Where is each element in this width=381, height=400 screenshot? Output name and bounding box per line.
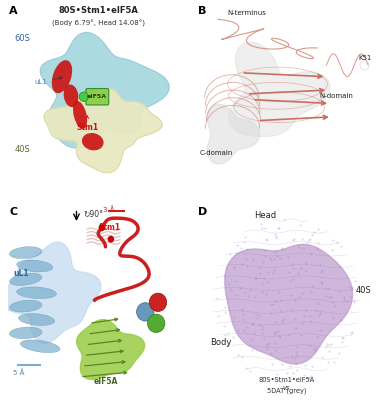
- Text: (Body 6.79°, Head 14.08°): (Body 6.79°, Head 14.08°): [52, 19, 145, 26]
- Circle shape: [149, 293, 166, 312]
- Text: C: C: [10, 207, 18, 217]
- Text: Body: Body: [211, 338, 232, 347]
- Circle shape: [99, 224, 105, 231]
- Polygon shape: [229, 42, 330, 136]
- Circle shape: [137, 303, 154, 321]
- Text: eIF5A: eIF5A: [87, 94, 107, 99]
- Circle shape: [147, 314, 165, 332]
- Text: uL1: uL1: [35, 77, 62, 85]
- Text: eIF5A: eIF5A: [93, 378, 118, 386]
- Polygon shape: [44, 88, 162, 173]
- Ellipse shape: [10, 327, 42, 339]
- Ellipse shape: [73, 101, 87, 129]
- Text: vs: vs: [283, 386, 290, 392]
- Text: Stm1: Stm1: [76, 116, 98, 132]
- Ellipse shape: [10, 273, 42, 286]
- Text: K51: K51: [359, 54, 372, 60]
- Ellipse shape: [21, 340, 60, 353]
- Text: N-terminus: N-terminus: [227, 10, 266, 16]
- Polygon shape: [225, 244, 352, 364]
- FancyBboxPatch shape: [86, 88, 109, 105]
- Text: A: A: [10, 6, 18, 16]
- Polygon shape: [77, 320, 145, 380]
- Text: D: D: [198, 207, 207, 217]
- Text: 40S: 40S: [15, 145, 30, 154]
- Text: C-domain: C-domain: [200, 150, 233, 156]
- Text: 60S: 60S: [15, 34, 31, 43]
- Text: 5 Å: 5 Å: [13, 370, 24, 376]
- Text: 80S•Stm1•eIF5A: 80S•Stm1•eIF5A: [58, 6, 138, 15]
- Text: B: B: [198, 6, 206, 16]
- Polygon shape: [40, 32, 169, 148]
- Ellipse shape: [52, 60, 72, 93]
- Polygon shape: [1, 242, 101, 343]
- Text: Head: Head: [254, 210, 276, 220]
- Text: 80S•Stm1•eIF5A: 80S•Stm1•eIF5A: [258, 377, 315, 383]
- Text: uL1: uL1: [13, 269, 29, 278]
- Ellipse shape: [17, 260, 53, 272]
- Text: 5DAT (grey): 5DAT (grey): [267, 388, 306, 394]
- Ellipse shape: [19, 314, 54, 326]
- Polygon shape: [207, 104, 259, 164]
- Text: 40S: 40S: [356, 286, 372, 295]
- Ellipse shape: [82, 133, 104, 150]
- Ellipse shape: [17, 287, 56, 298]
- Ellipse shape: [10, 247, 42, 258]
- Circle shape: [107, 236, 114, 243]
- Text: N-domain: N-domain: [319, 93, 353, 99]
- Text: 3 Å: 3 Å: [103, 207, 115, 213]
- Ellipse shape: [64, 84, 78, 107]
- Text: ↻90°: ↻90°: [84, 210, 104, 219]
- Ellipse shape: [10, 300, 42, 312]
- Circle shape: [79, 92, 88, 102]
- Text: Stm1: Stm1: [98, 223, 120, 232]
